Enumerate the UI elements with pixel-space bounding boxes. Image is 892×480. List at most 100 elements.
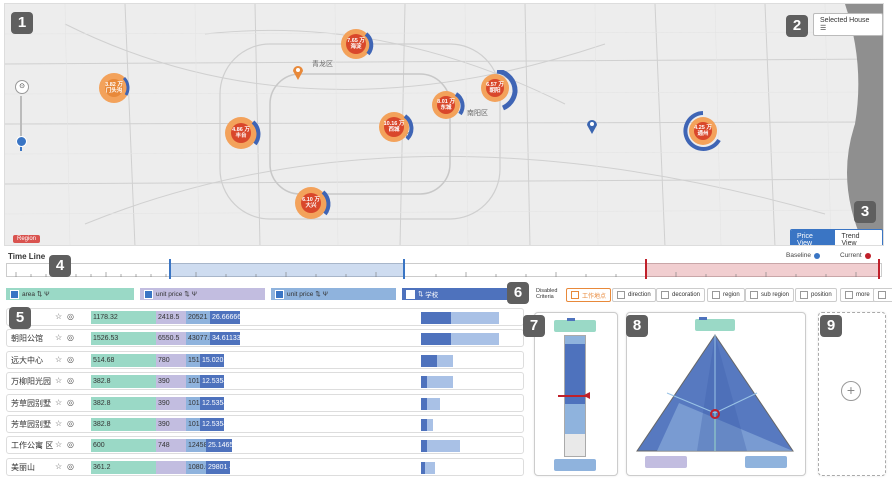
checkbox[interactable]	[617, 291, 625, 299]
trend-view-tab[interactable]: Trend View	[835, 230, 882, 245]
visibility-icon[interactable]: ◎	[67, 376, 74, 386]
current-start-handle[interactable]	[645, 259, 647, 279]
criterion-segment[interactable]: 748	[156, 439, 186, 453]
criterion-segment[interactable]: 1080.0	[186, 460, 206, 474]
criterion-unit-price[interactable]: unit price ⇅ Ψ	[140, 288, 265, 300]
criterion-segment[interactable]: 12.5354	[200, 375, 224, 389]
criterion-school[interactable]: ⇅ 学校	[402, 288, 524, 300]
zoom-locate-icon[interactable]: ⊙	[15, 80, 29, 94]
price-cluster[interactable]: 6.10 万大兴	[293, 184, 337, 226]
top-criterion-block[interactable]	[554, 320, 596, 332]
region-tag[interactable]: Region	[13, 235, 41, 243]
favorite-icon[interactable]: ☆	[55, 312, 63, 321]
visibility-icon[interactable]: ◎	[67, 440, 74, 450]
checkbox[interactable]	[712, 291, 720, 299]
checkbox[interactable]	[144, 289, 153, 299]
criterion-segment[interactable]: 390	[156, 375, 186, 389]
favorite-icon[interactable]: ☆	[55, 461, 63, 471]
criterion-weight-panel[interactable]	[534, 312, 618, 476]
criterion-segment[interactable]: 1018	[186, 418, 200, 431]
price-cluster[interactable]: 7.65 万海淀	[338, 26, 378, 66]
criterion-segment[interactable]: 382.8	[91, 418, 156, 431]
criterion-segment[interactable]: 600	[91, 439, 156, 453]
favorite-icon[interactable]: ☆	[55, 419, 63, 428]
house-row[interactable]: 远大中心 ☆ ◎ 514.687801515015.0201	[6, 350, 524, 369]
favorite-icon[interactable]: ☆	[55, 397, 63, 407]
criterion-segment[interactable]: 2418.5	[156, 311, 186, 324]
zoom-slider-handle[interactable]	[16, 136, 27, 147]
price-view-tab[interactable]: Price View	[791, 230, 836, 245]
criterion-segment[interactable]: 12.5354	[200, 418, 224, 431]
triangle-weight-panel[interactable]	[626, 312, 806, 476]
criterion-segment[interactable]: 12458	[186, 439, 206, 453]
visibility-icon[interactable]: ◎	[67, 333, 74, 343]
sort-filter-icon[interactable]: ⇅ Ψ	[36, 291, 50, 298]
price-cluster[interactable]: 4.25 万通州	[683, 110, 729, 154]
house-row[interactable]: 美丽山 ☆ ◎ 361.2 1080.029801 4.120	[6, 457, 524, 476]
disabled-criterion[interactable]: decoration	[656, 288, 706, 302]
disabled-criterion[interactable]: region	[707, 288, 745, 302]
checkbox[interactable]	[10, 289, 19, 299]
disabled-criterion[interactable]: direction	[612, 288, 656, 302]
favorite-icon[interactable]: ☆	[55, 333, 63, 343]
house-row[interactable]: 万柳阳光园 ☆ ◎ 382.8390101812.5354	[6, 372, 524, 391]
favorite-icon[interactable]: ☆	[55, 354, 63, 364]
criterion-segment[interactable]: 25.146562	[206, 439, 232, 453]
criterion-unit-price-2[interactable]: unit price ⇅ Ψ	[271, 288, 396, 300]
sort-filter-icon[interactable]: ⇅ Ψ	[184, 291, 197, 298]
disabled-criterion[interactable]	[873, 288, 892, 302]
add-panel[interactable]: +	[818, 312, 886, 476]
baseline-range[interactable]	[170, 263, 404, 277]
criterion-segment[interactable]: 1178.32	[91, 311, 156, 324]
baseline-end-handle[interactable]	[403, 259, 405, 279]
criterion-segment[interactable]: 15150	[186, 353, 200, 367]
sort-filter-icon[interactable]: ⇅ Ψ	[315, 291, 328, 298]
checkbox[interactable]	[845, 291, 853, 299]
criterion-segment[interactable]: 20521	[186, 311, 210, 324]
checkbox[interactable]	[878, 291, 886, 299]
checkbox[interactable]	[275, 289, 284, 299]
selected-house-button[interactable]: Selected House ☰	[813, 13, 883, 36]
checkbox[interactable]	[406, 289, 415, 299]
visibility-icon[interactable]: ◎	[67, 419, 74, 428]
map-pin-icon[interactable]	[292, 64, 304, 80]
disabled-criterion[interactable]: sub region	[745, 288, 795, 302]
baseline-start-handle[interactable]	[169, 259, 171, 279]
map-view[interactable]: 1 2 3 青龙区 北京市 南阳区 ⊙ Region Selected Hous…	[4, 3, 884, 246]
add-icon[interactable]: +	[841, 381, 861, 401]
sort-icon[interactable]: ⇅	[418, 291, 424, 298]
house-row[interactable]: 芳草园别墅 ☆ ◎ 382.8390101812.5354	[6, 415, 524, 433]
price-cluster[interactable]: 6.57 万朝阳	[477, 68, 525, 114]
criterion-segment[interactable]: 15.0201	[200, 353, 224, 367]
criterion-segment[interactable]: 382.8	[91, 396, 156, 410]
criterion-area[interactable]: area ⇅ Ψ	[6, 288, 134, 300]
criterion-segment[interactable]: 1526.53	[91, 332, 156, 346]
timeline[interactable]: Time Line Baseline Current	[4, 252, 886, 286]
visibility-icon[interactable]: ◎	[67, 397, 74, 407]
house-row[interactable]: 芳草园别墅 ☆ ◎ 382.8390101812.5354	[6, 393, 524, 412]
criterion-segment[interactable]: 26.666667	[210, 311, 240, 324]
criterion-segment[interactable]: 34.61133	[210, 332, 240, 346]
criterion-segment[interactable]: 382.8	[91, 375, 156, 389]
price-cluster[interactable]: 3.82 万门头沟	[98, 71, 138, 111]
checkbox[interactable]	[800, 291, 808, 299]
favorite-icon[interactable]: ☆	[55, 440, 63, 450]
triangle-chart[interactable]	[627, 313, 805, 475]
criterion-segment[interactable]: 1018	[186, 396, 200, 410]
criterion-segment[interactable]: 1018	[186, 375, 200, 389]
disabled-criterion[interactable]: more	[840, 288, 875, 302]
visibility-icon[interactable]: ◎	[67, 312, 74, 321]
criterion-segment[interactable]: 12.5354	[200, 396, 224, 410]
map-pin-icon[interactable]	[586, 118, 598, 134]
visibility-icon[interactable]: ◎	[67, 461, 74, 471]
price-cluster[interactable]: 10.16 万西城	[377, 109, 419, 149]
price-cluster[interactable]: 4.86 万丰台	[223, 114, 265, 154]
criterion-segment[interactable]: 514.68	[91, 353, 156, 367]
criterion-segment[interactable]: 29801 4.120	[206, 460, 230, 474]
checkbox[interactable]	[750, 291, 758, 299]
timeline-track[interactable]	[6, 263, 882, 277]
criterion-segment[interactable]: 6550.5	[156, 332, 186, 346]
view-toggle[interactable]: Price View Trend View	[790, 229, 883, 245]
